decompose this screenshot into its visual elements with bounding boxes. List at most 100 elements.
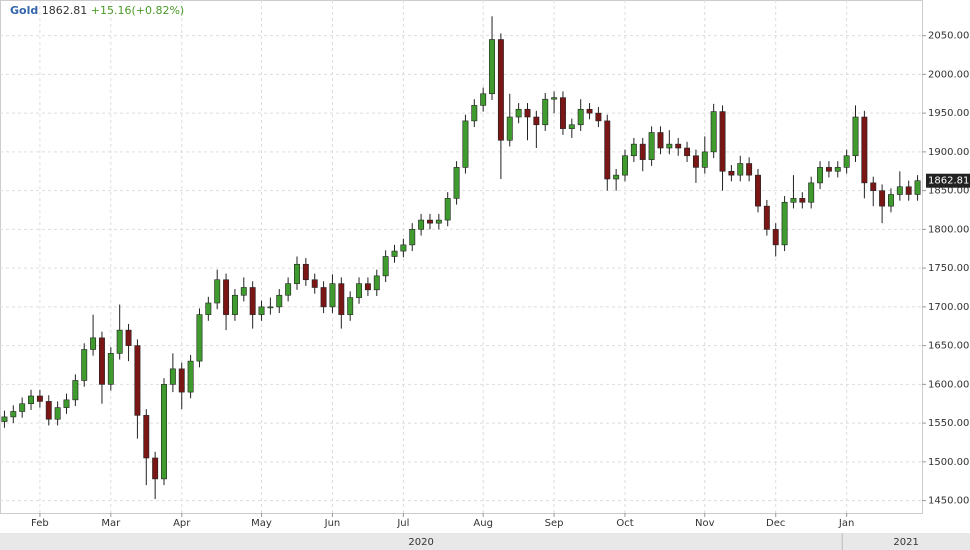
plot-frame <box>0 0 923 514</box>
y-tick-label: 2050.00 <box>928 31 969 42</box>
candle-body <box>391 250 398 257</box>
candle-body <box>320 287 327 308</box>
y-tick-label: 1550.00 <box>928 418 969 429</box>
candle-body <box>515 108 522 118</box>
candle-body <box>568 124 575 129</box>
candle-body <box>178 368 185 393</box>
candle-body <box>639 143 646 160</box>
candle-body <box>1 416 8 422</box>
candle-body <box>861 116 868 184</box>
x-tick-label: May <box>251 518 272 529</box>
x-tick-label: Nov <box>695 518 715 529</box>
candle-body <box>169 368 176 385</box>
candle-body <box>152 457 159 480</box>
y-tick-label: 1800.00 <box>928 224 969 235</box>
candle-body <box>45 401 52 420</box>
candle-body <box>81 349 88 381</box>
candle-body <box>551 97 558 100</box>
candle-body <box>790 198 797 203</box>
candle-body <box>701 151 708 168</box>
candle-body <box>143 415 150 459</box>
candle-body <box>90 337 97 350</box>
y-tick-label: 1450.00 <box>928 496 969 507</box>
x-tick-label: Jun <box>324 518 341 529</box>
candle-body <box>267 306 274 309</box>
candle-body <box>19 403 26 412</box>
candle-body <box>196 314 203 362</box>
y-tick-label: 1500.00 <box>928 457 969 468</box>
candle-body <box>36 395 43 402</box>
candle-body <box>746 163 753 176</box>
candle-body <box>604 120 611 180</box>
symbol: Gold <box>10 4 38 17</box>
candle-body <box>285 283 292 296</box>
candle-body <box>187 360 194 393</box>
candle-body <box>737 163 744 176</box>
y-tick-label: 1700.00 <box>928 302 969 313</box>
candle-body <box>817 167 824 184</box>
candle-body <box>586 108 593 114</box>
candle-body <box>799 198 806 203</box>
candle-body <box>214 279 221 304</box>
candle-body <box>577 108 584 126</box>
x-tick-label: Dec <box>766 518 785 529</box>
candle-body <box>533 116 540 126</box>
year-label: 2021 <box>893 537 918 548</box>
change: +15.16(+0.82%) <box>91 4 184 17</box>
candle-body <box>648 132 655 160</box>
candle-body <box>595 112 602 122</box>
last-price-tag <box>926 173 970 188</box>
candle-body <box>311 279 318 288</box>
candle-body <box>10 411 17 418</box>
y-tick-label: 1850.00 <box>928 186 969 197</box>
x-tick-label: Apr <box>173 518 191 529</box>
candle-body <box>205 302 212 315</box>
candle-body <box>72 380 79 401</box>
candle-body <box>666 143 673 149</box>
candle-body <box>559 97 566 129</box>
candle-body <box>231 294 238 315</box>
candle-body <box>125 329 132 346</box>
candle-body <box>258 306 265 315</box>
candle-body <box>763 205 770 230</box>
candle-body <box>63 399 70 408</box>
candle-body <box>276 294 283 308</box>
candle-body <box>98 337 105 385</box>
candle-body <box>161 384 167 480</box>
candle-body <box>497 39 504 141</box>
y-tick-label: 1600.00 <box>928 379 969 390</box>
candle-body <box>879 190 886 207</box>
candle-body <box>223 279 230 315</box>
candle-body <box>888 194 894 207</box>
candle-body <box>657 132 664 149</box>
candle-body <box>347 297 354 315</box>
candle-body <box>373 275 380 291</box>
candle-body <box>435 219 442 224</box>
year-label: 2020 <box>408 537 433 548</box>
year-band <box>0 533 970 550</box>
candle-body <box>329 283 336 308</box>
x-tick-label: Jan <box>838 518 854 529</box>
candle-body <box>905 186 912 195</box>
y-tick-label: 1650.00 <box>928 341 969 352</box>
candle-body <box>302 263 309 281</box>
x-tick-label: Mar <box>101 518 121 529</box>
candle-body <box>914 180 921 195</box>
candle-body <box>134 345 141 416</box>
candle-body <box>808 182 815 203</box>
candle-body <box>400 244 407 252</box>
candle-body <box>427 219 433 224</box>
candle-body <box>240 287 247 296</box>
x-tick-label: Jul <box>396 518 409 529</box>
candle-body <box>825 167 832 172</box>
candle-body <box>834 167 841 172</box>
candle-body <box>755 174 761 207</box>
candle-body <box>294 263 300 284</box>
candle-body <box>356 283 363 298</box>
candle-body <box>107 353 114 385</box>
candle-body <box>630 143 637 157</box>
candle-body <box>684 147 691 157</box>
candle-body <box>896 186 903 195</box>
